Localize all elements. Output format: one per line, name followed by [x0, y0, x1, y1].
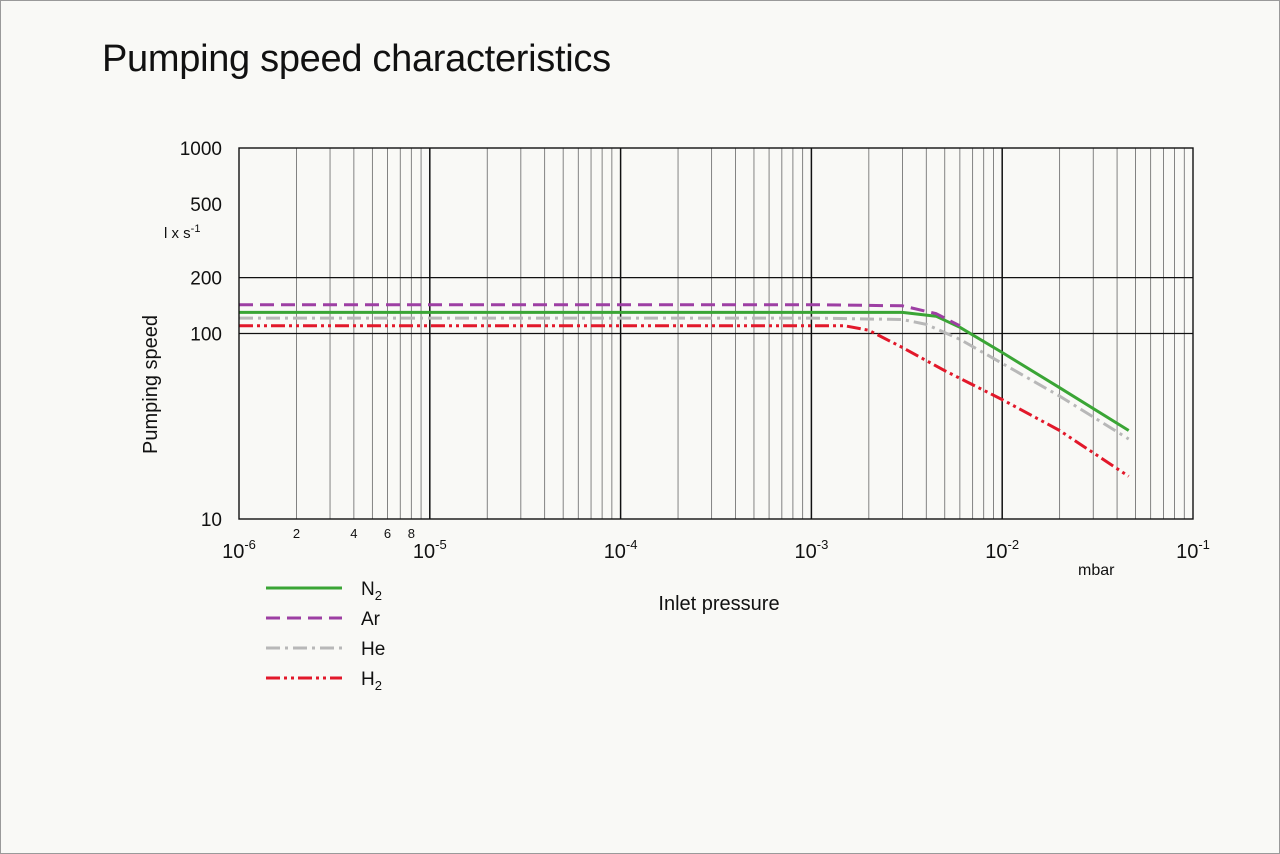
y-unit-label: l x s-1: [164, 223, 200, 242]
x-tick-label: 10-1: [1176, 537, 1210, 563]
y-tick-label: 200: [190, 269, 222, 290]
x-unit-label: mbar: [1078, 562, 1115, 579]
legend-label-1: N2: [361, 579, 382, 603]
x-tick-exponent: -3: [817, 537, 829, 552]
y-tick-label: 10: [201, 510, 222, 531]
x-tick-exponent: -5: [435, 537, 447, 552]
x-tick-label: 10-5: [413, 537, 447, 563]
legend-label-4: H2: [361, 669, 382, 693]
x-axis-label: Inlet pressure: [658, 593, 779, 615]
x-tick-exponent: -4: [626, 537, 638, 552]
series-line-1: [239, 310, 1130, 432]
y-axis-label: Pumping speed: [140, 315, 162, 454]
legend-label-subscript: 2: [375, 678, 382, 693]
legend-label-3: He: [361, 639, 385, 660]
y-unit-exponent: -1: [191, 223, 201, 235]
x-tick-label: 10-6: [222, 537, 256, 563]
x-tick-exponent: -2: [1008, 537, 1020, 552]
x-tick-exponent: -1: [1198, 537, 1210, 552]
series-line-4: [239, 324, 1130, 478]
series-line-3: [239, 316, 1130, 441]
chart-title: Pumping speed characteristics: [102, 38, 611, 80]
x-tick-exponent: -6: [244, 537, 256, 552]
legend-label-2: Ar: [361, 609, 381, 630]
plot-border: [238, 147, 1194, 520]
y-tick-label: 100: [190, 325, 222, 346]
x-tick-label: 10-2: [985, 537, 1019, 563]
y-tick-label: 1000: [180, 139, 222, 160]
legend-label-subscript: 2: [375, 588, 382, 603]
x-tick-label: 10-4: [604, 537, 638, 563]
x-minor-tick-label: 8: [408, 526, 415, 541]
x-tick-label: 10-3: [794, 537, 828, 563]
x-minor-tick-label: 2: [293, 526, 300, 541]
x-minor-tick-label: 4: [350, 526, 357, 541]
series-line-2: [239, 303, 961, 328]
y-tick-label: 500: [190, 195, 222, 216]
x-minor-tick-label: 6: [384, 526, 391, 541]
